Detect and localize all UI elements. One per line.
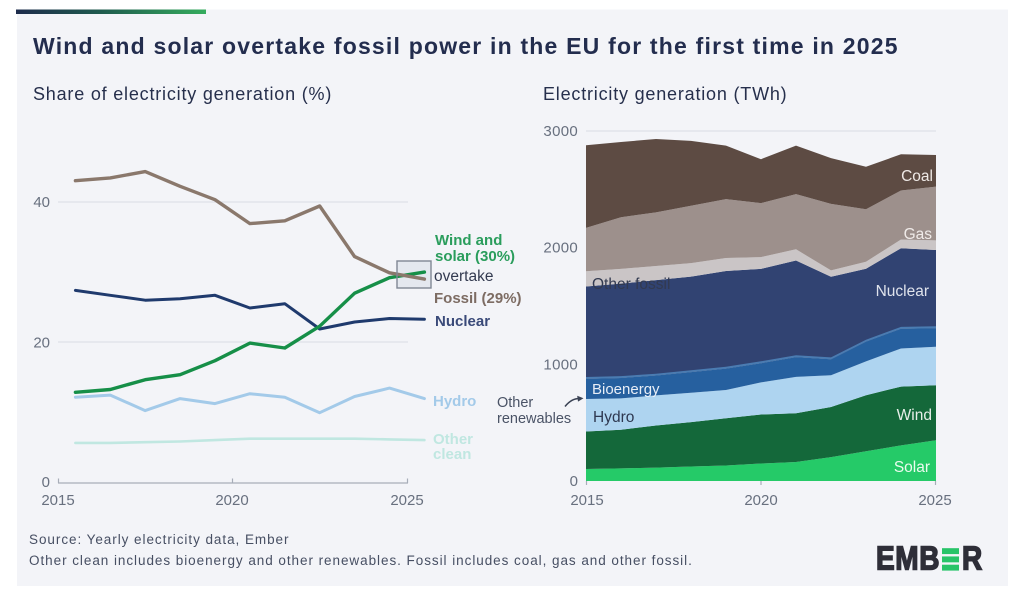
svg-text:0: 0 xyxy=(42,474,50,491)
svg-text:20: 20 xyxy=(33,334,50,351)
svg-text:Nuclear: Nuclear xyxy=(435,313,490,330)
svg-text:Other: Other xyxy=(433,431,473,448)
svg-text:Nuclear: Nuclear xyxy=(876,283,929,300)
svg-text:overtake: overtake xyxy=(434,268,493,285)
svg-text:Gas: Gas xyxy=(904,226,933,243)
svg-text:2015: 2015 xyxy=(570,492,603,509)
svg-text:40: 40 xyxy=(33,194,50,211)
svg-text:0: 0 xyxy=(570,473,578,490)
svg-text:Coal: Coal xyxy=(901,168,933,185)
svg-text:Other fossil: Other fossil xyxy=(592,276,670,293)
svg-text:2025: 2025 xyxy=(918,492,951,509)
svg-text:2020: 2020 xyxy=(215,492,248,509)
svg-text:Other: Other xyxy=(497,395,533,411)
svg-text:2025: 2025 xyxy=(390,492,423,509)
svg-text:2015: 2015 xyxy=(41,492,74,509)
svg-text:solar (30%): solar (30%) xyxy=(435,248,515,265)
svg-text:3000: 3000 xyxy=(543,123,578,140)
svg-text:1000: 1000 xyxy=(543,356,578,373)
svg-text:clean: clean xyxy=(433,446,471,463)
svg-text:renewables: renewables xyxy=(497,411,571,427)
svg-text:Hydro: Hydro xyxy=(433,393,476,410)
svg-text:Wind and: Wind and xyxy=(435,232,502,249)
svg-text:2000: 2000 xyxy=(543,240,578,257)
svg-text:Solar: Solar xyxy=(894,459,930,476)
svg-text:Hydro: Hydro xyxy=(593,409,634,426)
svg-text:Bioenergy: Bioenergy xyxy=(592,381,660,398)
svg-text:Fossil (29%): Fossil (29%) xyxy=(434,290,522,307)
svg-text:2020: 2020 xyxy=(744,492,777,509)
svg-text:Wind: Wind xyxy=(897,407,932,424)
